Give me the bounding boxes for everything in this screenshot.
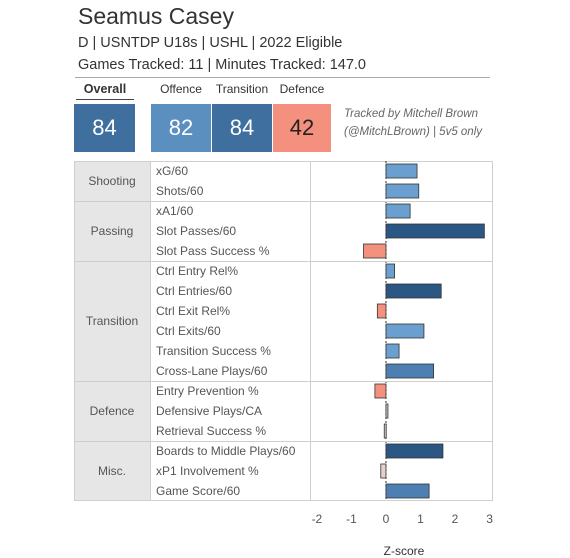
- metric-bar: [385, 163, 418, 179]
- metric-bar: [374, 383, 387, 399]
- metric-bar: [385, 343, 400, 359]
- metric-label: xG/60: [156, 164, 188, 178]
- metric-bar: [385, 363, 435, 379]
- category-column-bg: [74, 161, 150, 501]
- x-tick-label: 1: [417, 512, 424, 526]
- player-info-line: D | USNTDP U18s | USHL | 2022 Eligible: [78, 35, 343, 51]
- tracking-summary-line: Games Tracked: 11 | Minutes Tracked: 147…: [78, 57, 366, 73]
- metric-bar: [385, 483, 430, 499]
- metric-label: Defensive Plays/CA: [156, 404, 262, 418]
- metric-label: Boards to Middle Plays/60: [156, 444, 296, 458]
- header-divider: [75, 77, 490, 78]
- metric-label: Ctrl Entries/60: [156, 284, 232, 298]
- metric-bar: [385, 323, 425, 339]
- x-axis-title: Z-score: [384, 544, 425, 558]
- tracked-by-note: Tracked by Mitchell Brown (@MitchLBrown)…: [344, 105, 482, 141]
- metric-label: xP1 Involvement %: [156, 464, 259, 478]
- x-tick-label: -1: [346, 512, 357, 526]
- chart-frame: [74, 161, 493, 501]
- metric-bar: [385, 183, 420, 199]
- offence-label: Offence: [160, 82, 202, 96]
- metric-label: Ctrl Exit Rel%: [156, 304, 230, 318]
- metric-label: Slot Pass Success %: [156, 244, 270, 258]
- x-tick-label: 2: [452, 512, 459, 526]
- category-label: Misc.: [98, 464, 126, 478]
- metric-bar: [385, 403, 389, 419]
- defence-label: Defence: [279, 82, 325, 96]
- metric-label: Cross-Lane Plays/60: [156, 364, 268, 378]
- player-name: Seamus Casey: [78, 3, 234, 29]
- metric-label: Ctrl Entry Rel%: [156, 264, 238, 278]
- metric-label: Entry Prevention %: [156, 384, 259, 398]
- transition-label: Transition: [215, 82, 269, 96]
- overall-label: Overall: [83, 82, 127, 96]
- metric-label: Transition Success %: [156, 344, 271, 358]
- metric-bar: [385, 223, 485, 239]
- x-tick-label: -2: [312, 512, 323, 526]
- metric-label: Game Score/60: [156, 484, 240, 498]
- overall-score-tile: 84: [74, 104, 135, 152]
- metric-label: Retrieval Success %: [156, 424, 266, 438]
- metric-bar: [385, 203, 411, 219]
- metric-bar: [376, 303, 387, 319]
- defence-score-tile: 42: [273, 104, 331, 152]
- category-label: Shooting: [88, 174, 135, 188]
- metric-label: xA1/60: [156, 204, 194, 218]
- metric-bar: [385, 283, 442, 299]
- metric-bar: [385, 443, 444, 459]
- x-tick-label: 0: [383, 512, 390, 526]
- metric-bar: [380, 463, 387, 479]
- category-label: Passing: [91, 224, 134, 238]
- category-label: Defence: [90, 404, 135, 418]
- metric-label: Slot Passes/60: [156, 224, 236, 238]
- transition-score-tile: 84: [212, 104, 272, 152]
- overall-label-underline: [76, 99, 134, 100]
- metric-bar: [383, 423, 387, 439]
- x-tick-label: 3: [486, 512, 493, 526]
- tracked-by-line1: Tracked by Mitchell Brown: [344, 108, 478, 120]
- metric-bar: [385, 263, 395, 279]
- offence-score-tile: 82: [151, 104, 211, 152]
- metric-bar: [363, 243, 387, 259]
- metric-label: Shots/60: [156, 184, 204, 198]
- metric-label: Ctrl Exits/60: [156, 324, 221, 338]
- tracked-by-line2: (@MitchLBrown) | 5v5 only: [344, 126, 483, 138]
- category-label: Transition: [86, 314, 138, 328]
